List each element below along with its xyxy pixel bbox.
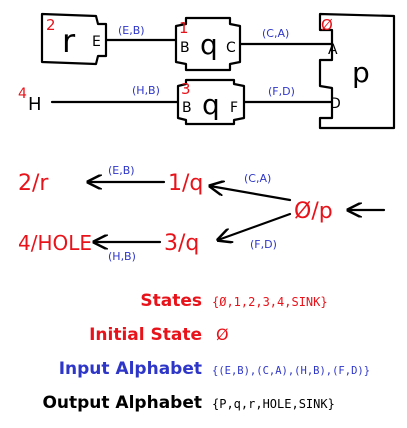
states-value: {Ø,1,2,3,4,SINK} (212, 295, 328, 309)
p-box-id: Ø (321, 16, 333, 34)
output-alphabet-value: {P,q,r,HOLE,SINK} (212, 397, 335, 411)
q3-box-port-b: B (182, 100, 192, 116)
hole-id: 4 (18, 86, 27, 102)
r-box: 2 r E (40, 12, 108, 66)
p-box: Ø A D p (318, 12, 396, 130)
p-box-name: p (352, 56, 370, 89)
r-box-port-e: E (92, 34, 101, 50)
r-box-id: 2 (46, 16, 56, 34)
hole-name: H (28, 94, 42, 115)
state-3: 3/q (164, 231, 199, 256)
q3-box-port-f: F (230, 100, 238, 116)
edge-label-c-a: (C,A) (244, 172, 271, 185)
initial-state-label: Initial State (89, 325, 202, 345)
states-label: States (140, 291, 202, 311)
edge-0-to-3 (218, 212, 292, 240)
state-0: Ø/p (294, 199, 333, 224)
wire-label-c-a: (C,A) (262, 27, 289, 40)
edge-0-to-1 (210, 186, 292, 202)
q1-box-port-b: B (180, 40, 190, 56)
p-box-port-d: D (330, 96, 341, 112)
state-4: 4/HOLE (18, 231, 92, 255)
initial-state-value: Ø (216, 325, 229, 344)
hole-terminal: 4 H (18, 86, 42, 115)
state-machine: 2/r 1/q Ø/p 4/HOLE 3/q (E,B) (C,A) (F,D)… (18, 164, 386, 263)
q1-box-id: 1 (179, 19, 189, 37)
input-alphabet-value: {(E,B),(C,A),(H,B),(F,D)} (212, 365, 370, 377)
q1-box-name: q (200, 28, 218, 61)
state-2: 2/r (18, 171, 49, 196)
edge-label-f-d: (F,D) (250, 238, 277, 251)
p-box-port-a: A (328, 42, 338, 58)
r-box-name: r (62, 22, 76, 60)
wire-label-e-b: (E,B) (118, 24, 145, 37)
q3-box: 3 B q F (176, 78, 246, 126)
q1-box: 1 B q C (174, 16, 242, 72)
state-1: 1/q (168, 171, 203, 196)
definitions: States {Ø,1,2,3,4,SINK} Initial State Ø … (42, 291, 370, 413)
input-alphabet-label: Input Alphabet (59, 359, 202, 379)
q3-box-id: 3 (181, 80, 191, 98)
q3-box-name: q (202, 88, 220, 121)
output-alphabet-label: Output Alphabet (42, 393, 202, 413)
wire-label-h-b: (H,B) (132, 84, 160, 97)
circuit-diagram: 2 r E 1 B q C 3 B q F Ø A D p (18, 12, 396, 130)
edge-label-e-b: (E,B) (108, 164, 135, 177)
edge-label-h-b: (H,B) (108, 250, 136, 263)
q1-box-port-c: C (226, 40, 236, 56)
wire-label-f-d: (F,D) (268, 85, 295, 98)
